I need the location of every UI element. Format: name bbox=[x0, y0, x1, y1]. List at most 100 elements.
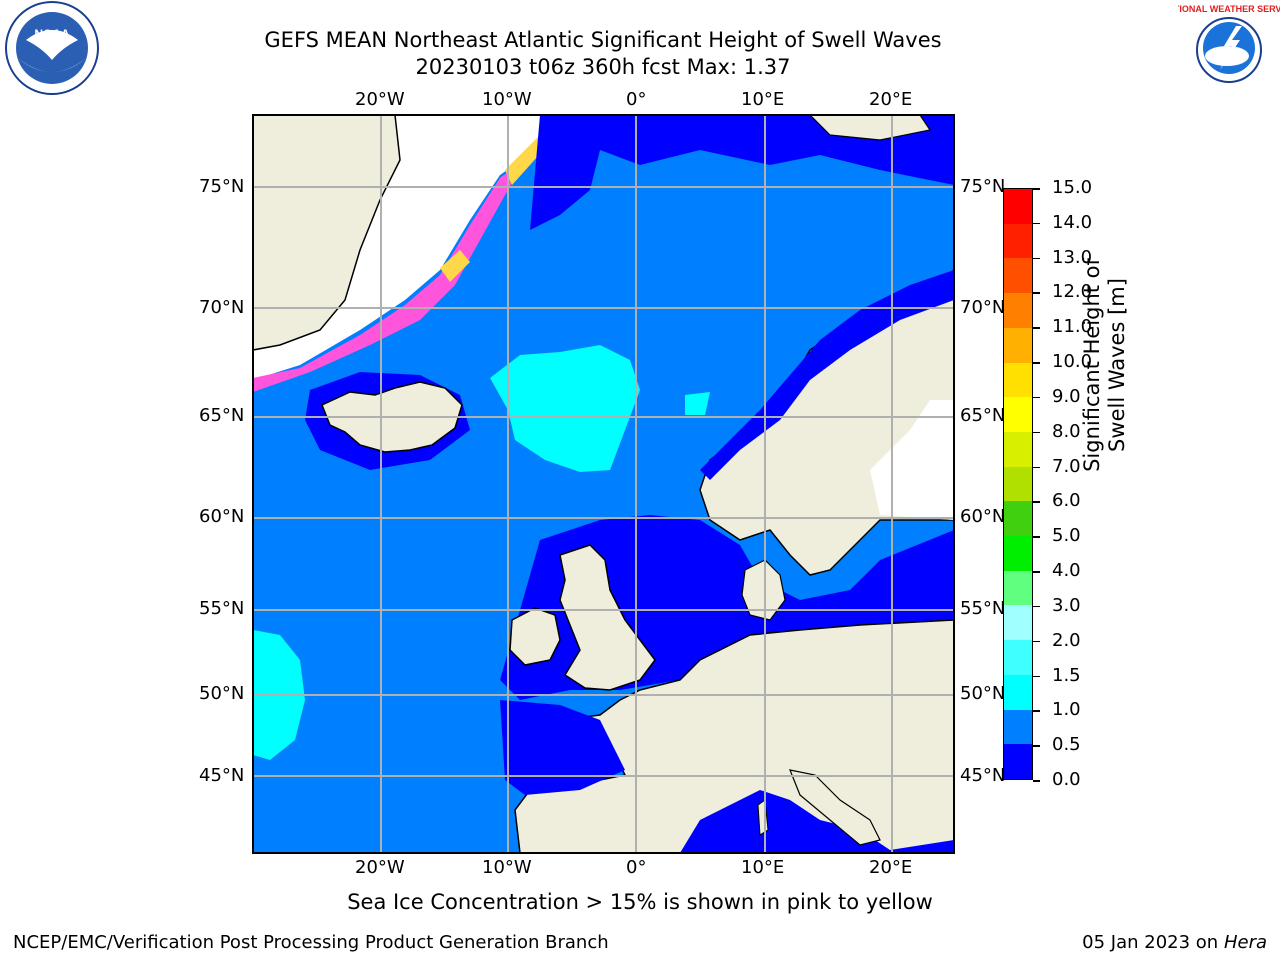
colorbar-tick-label: 1.0 bbox=[1052, 699, 1081, 721]
footer-date-text: 05 Jan 2023 on bbox=[1082, 932, 1224, 953]
colorbar-tick-label: 13.0 bbox=[1052, 246, 1093, 268]
lon-label-top: 10°E bbox=[741, 89, 785, 110]
colorbar-tick-mark bbox=[1033, 780, 1040, 782]
sea-ice-edge bbox=[253, 115, 585, 392]
colorbar-tick-mark bbox=[1033, 222, 1040, 225]
lon-label-bottom: 10°W bbox=[482, 857, 532, 878]
colorbar-segment bbox=[1004, 744, 1032, 779]
graticule bbox=[253, 115, 954, 853]
colorbar-tick-mark bbox=[1033, 571, 1040, 573]
colorbar-segment bbox=[1004, 674, 1032, 710]
footer-machine: Hera bbox=[1223, 932, 1267, 953]
colorbar-tick-label: 0.0 bbox=[1052, 769, 1081, 790]
nws-logo: NATIONAL WEATHER SERVICE bbox=[1178, 4, 1280, 96]
norway-coast-low-swell bbox=[700, 270, 954, 480]
colorbar-tick-label: 0.5 bbox=[1052, 734, 1081, 756]
ireland-land bbox=[509, 607, 561, 666]
colorbar-tick-label: 14.0 bbox=[1052, 211, 1093, 233]
colorbar-segment bbox=[1004, 640, 1032, 675]
lat-label-right: 75°N bbox=[960, 176, 1006, 197]
lat-label-left: 65°N bbox=[199, 405, 245, 426]
colorbar-tick-mark bbox=[1033, 396, 1040, 399]
colorbar-segment bbox=[1004, 431, 1032, 467]
biscay-low-swell bbox=[500, 700, 625, 795]
colorbar-segment bbox=[1004, 536, 1032, 571]
colorbar-tick-label: 6.0 bbox=[1052, 490, 1081, 512]
colorbar-tick-label: 11.0 bbox=[1052, 316, 1093, 338]
colorbar-segment bbox=[1004, 223, 1032, 259]
colorbar-segment bbox=[1004, 293, 1032, 328]
colorbar-segment bbox=[1004, 189, 1032, 224]
lat-label-right: 65°N bbox=[960, 405, 1006, 426]
colorbar bbox=[1003, 188, 1033, 780]
lon-label-top: 0° bbox=[626, 89, 647, 110]
lat-label-left: 70°N bbox=[199, 297, 245, 318]
colorbar-tick-mark bbox=[1033, 188, 1040, 190]
colorbar-tick-mark bbox=[1033, 431, 1040, 434]
lat-label-left: 45°N bbox=[199, 765, 245, 786]
colorbar-tick-mark bbox=[1033, 362, 1040, 364]
lat-label-right: 70°N bbox=[960, 297, 1006, 318]
map-frame bbox=[252, 114, 955, 854]
colorbar-segment bbox=[1004, 327, 1032, 363]
colorbar-tick-mark bbox=[1033, 536, 1040, 538]
colorbar-tick-label: 15.0 bbox=[1052, 177, 1093, 198]
colorbar-tick-mark bbox=[1033, 466, 1040, 469]
colorbar-segment bbox=[1004, 570, 1032, 606]
mediterranean-low-swell bbox=[680, 790, 954, 853]
colorbar-tick-label: 8.0 bbox=[1052, 420, 1081, 442]
nws-logo-text: NATIONAL WEATHER SERVICE bbox=[1178, 4, 1280, 14]
colorbar-tick-mark bbox=[1033, 710, 1040, 712]
colorbar-tick-label: 9.0 bbox=[1052, 385, 1081, 407]
lat-label-left: 55°N bbox=[199, 598, 245, 619]
colorbar-segment bbox=[1004, 362, 1032, 398]
colorbar-segment bbox=[1004, 501, 1032, 537]
lon-label-bottom: 10°E bbox=[741, 857, 785, 878]
colorbar-tick-mark bbox=[1033, 292, 1040, 294]
colorbar-segment bbox=[1004, 258, 1032, 294]
colorbar-tick-label: 1.5 bbox=[1052, 664, 1081, 686]
lat-label-left: 75°N bbox=[199, 176, 245, 197]
colorbar-segment bbox=[1004, 466, 1032, 502]
colorbar-tick-label: 12.0 bbox=[1052, 281, 1093, 303]
lat-label-left: 60°N bbox=[199, 506, 245, 527]
sea-ice-note: Sea Ice Concentration > 15% is shown in … bbox=[347, 890, 933, 914]
chart-title: GEFS MEAN Northeast Atlantic Significant… bbox=[264, 28, 942, 52]
cyan-swell-patch2 bbox=[685, 392, 710, 415]
colorbar-tick-mark bbox=[1033, 745, 1040, 747]
lon-label-top: 20°E bbox=[869, 89, 913, 110]
footer-date: 05 Jan 2023 on Hera bbox=[1082, 932, 1267, 953]
italy-land bbox=[789, 769, 881, 846]
lon-label-top: 20°W bbox=[355, 89, 405, 110]
colorbar-segment bbox=[1004, 709, 1032, 745]
greenland-land bbox=[253, 115, 401, 351]
lat-label-left: 50°N bbox=[199, 683, 245, 704]
colorbar-segment bbox=[1004, 605, 1032, 641]
noaa-logo-text: NOAA bbox=[34, 27, 70, 41]
colorbar-tick-mark bbox=[1033, 327, 1040, 329]
colorbar-tick-label: 10.0 bbox=[1052, 351, 1093, 373]
colorbar-tick-mark bbox=[1033, 605, 1040, 608]
colorbar-tick-label: 3.0 bbox=[1052, 594, 1081, 616]
colorbar-tick-mark bbox=[1033, 640, 1040, 643]
colorbar-tick-mark bbox=[1033, 257, 1040, 260]
lat-label-right: 55°N bbox=[960, 598, 1006, 619]
lon-label-top: 10°W bbox=[482, 89, 532, 110]
colorbar-tick-mark bbox=[1033, 501, 1040, 503]
colorbar-segment bbox=[1004, 397, 1032, 432]
noaa-logo: NOAA bbox=[5, 1, 99, 95]
lat-label-right: 45°N bbox=[960, 765, 1006, 786]
colorbar-tick-label: 5.0 bbox=[1052, 525, 1081, 547]
lon-label-bottom: 0° bbox=[626, 857, 647, 878]
sea-ice-edge-yellow2 bbox=[440, 250, 470, 282]
lat-label-right: 60°N bbox=[960, 506, 1006, 527]
colorbar-tick-label: 7.0 bbox=[1052, 455, 1081, 477]
lat-label-right: 50°N bbox=[960, 683, 1006, 704]
cyan-swell-patch bbox=[490, 345, 640, 472]
svalbard-land bbox=[809, 115, 931, 141]
footer-credit: NCEP/EMC/Verification Post Processing Pr… bbox=[13, 932, 609, 953]
lon-label-bottom: 20°E bbox=[869, 857, 913, 878]
lon-label-bottom: 20°W bbox=[355, 857, 405, 878]
colorbar-tick-label: 4.0 bbox=[1052, 560, 1081, 582]
